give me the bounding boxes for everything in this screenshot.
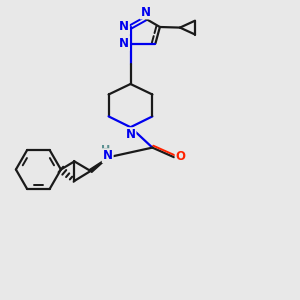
Text: N: N [119, 20, 129, 34]
Text: N: N [125, 128, 136, 141]
Text: H: H [101, 145, 110, 155]
Text: N: N [119, 37, 129, 50]
Text: N: N [140, 5, 151, 19]
Text: O: O [176, 150, 186, 163]
Text: N: N [103, 149, 113, 162]
Polygon shape [89, 157, 109, 172]
